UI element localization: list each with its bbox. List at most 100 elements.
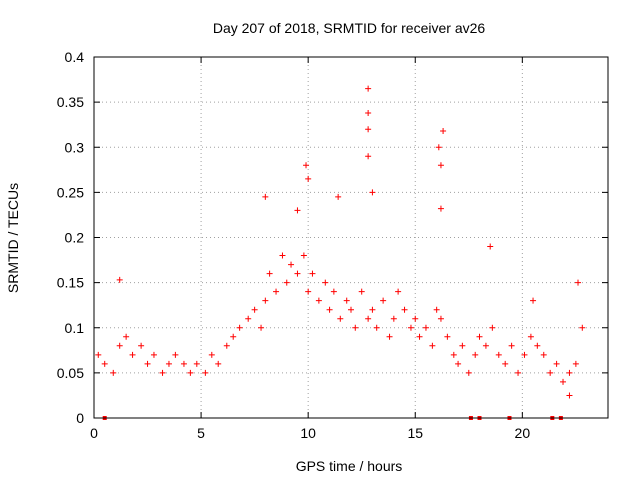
y-tick-label: 0.2 xyxy=(65,230,85,246)
x-tick-label: 10 xyxy=(300,425,316,441)
data-point xyxy=(352,324,359,331)
data-point xyxy=(515,369,522,376)
data-point xyxy=(369,189,376,196)
data-point xyxy=(508,342,515,349)
y-tick-label: 0.15 xyxy=(57,275,84,291)
data-point xyxy=(335,193,342,200)
data-point xyxy=(386,333,393,340)
y-tick-label: 0.05 xyxy=(57,365,84,381)
data-point xyxy=(540,351,547,358)
data-point xyxy=(303,162,310,169)
data-point xyxy=(273,288,280,295)
data-point xyxy=(262,297,269,304)
axis-ticks: 0 5 10 15 20 0 0.05 0.1 0.15 0.2 0.25 0.3 0.35 0.4 xyxy=(57,49,608,441)
data-point xyxy=(429,342,436,349)
data-point xyxy=(180,360,187,367)
data-point xyxy=(553,360,560,367)
data-point xyxy=(435,144,442,151)
data-point xyxy=(294,207,301,214)
data-point xyxy=(422,324,429,331)
x-axis-label: GPS time / hours xyxy=(296,458,403,474)
data-point xyxy=(315,297,322,304)
data-point xyxy=(208,351,215,358)
data-point xyxy=(534,342,541,349)
data-point xyxy=(365,85,372,92)
data-point xyxy=(337,315,344,322)
data-point xyxy=(322,279,329,286)
data-point xyxy=(123,333,130,340)
data-point xyxy=(437,162,444,169)
y-axis-label: SRMTID / TECUs xyxy=(5,183,21,293)
data-point xyxy=(116,342,123,349)
data-point xyxy=(309,270,316,277)
data-point xyxy=(202,369,209,376)
y-tick-label: 0.1 xyxy=(65,320,85,336)
x-tick-label: 15 xyxy=(407,425,423,441)
data-point xyxy=(465,369,472,376)
data-point xyxy=(489,324,496,331)
data-point xyxy=(444,333,451,340)
data-point xyxy=(245,315,252,322)
data-point xyxy=(129,351,136,358)
data-point xyxy=(251,306,258,313)
data-point xyxy=(401,306,408,313)
y-tick-label: 0.35 xyxy=(57,94,84,110)
data-point xyxy=(165,360,172,367)
x-tick-label: 5 xyxy=(197,425,205,441)
y-tick-label: 0.3 xyxy=(65,139,85,155)
data-point xyxy=(348,306,354,313)
x-tick-label: 20 xyxy=(515,425,531,441)
data-point xyxy=(215,360,222,367)
data-point xyxy=(380,297,387,304)
data-point xyxy=(326,306,333,313)
data-point xyxy=(365,109,372,116)
data-point xyxy=(150,351,157,358)
data-point xyxy=(482,342,489,349)
data-point xyxy=(138,342,145,349)
data-point xyxy=(110,369,117,376)
data-point xyxy=(116,276,123,283)
data-point xyxy=(193,360,200,367)
data-point xyxy=(101,360,108,367)
data-point xyxy=(365,315,372,322)
data-point xyxy=(279,252,286,259)
data-point xyxy=(495,351,502,358)
data-point xyxy=(416,333,423,340)
data-point xyxy=(412,315,419,322)
data-point xyxy=(440,128,447,135)
y-tick-label: 0.4 xyxy=(65,49,85,65)
y-tick-label: 0.25 xyxy=(57,184,84,200)
plot-frame xyxy=(93,56,609,419)
data-point xyxy=(223,342,230,349)
data-point xyxy=(566,392,573,399)
data-point xyxy=(172,351,179,358)
data-point xyxy=(187,369,194,376)
data-point xyxy=(476,333,483,340)
data-point xyxy=(144,360,151,367)
data-point xyxy=(527,333,534,340)
y-tick-label: 0 xyxy=(76,410,84,426)
data-point xyxy=(95,351,102,358)
data-point xyxy=(407,324,414,331)
data-point xyxy=(369,306,376,313)
data-point xyxy=(487,243,494,250)
data-point xyxy=(365,153,372,160)
data-point xyxy=(300,252,307,259)
data-point xyxy=(305,288,312,295)
data-point xyxy=(343,297,350,304)
data-point xyxy=(566,369,573,376)
data-point xyxy=(358,288,365,295)
data-point xyxy=(437,315,444,322)
grid-lines xyxy=(94,57,608,418)
data-point xyxy=(262,193,269,200)
data-point xyxy=(330,288,337,295)
data-point xyxy=(159,369,166,376)
data-point xyxy=(283,279,290,286)
data-point xyxy=(288,261,295,268)
data-point xyxy=(572,360,579,367)
data-point xyxy=(575,279,582,286)
data-point xyxy=(390,315,397,322)
data-points xyxy=(95,85,586,420)
data-point xyxy=(236,324,243,331)
data-point xyxy=(472,351,479,358)
